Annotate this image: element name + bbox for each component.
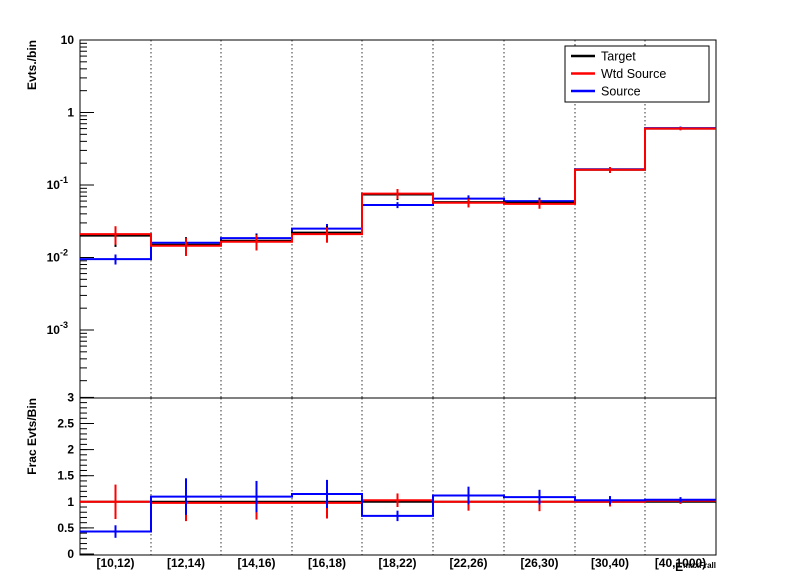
x-tick-label: [18,22) [378, 556, 416, 570]
x-tick-label: [40,1000) [655, 556, 706, 570]
legend-label: Target [601, 50, 636, 64]
legend-label: Source [601, 85, 641, 99]
y-tick-label: 1 [67, 106, 74, 120]
y-tick-label: 3 [67, 390, 74, 404]
y-tick-label: 2.5 [57, 417, 74, 431]
x-tick-label: [12,14) [167, 556, 205, 570]
legend-label: Wtd Source [601, 67, 666, 81]
y-tick-label: 1 [67, 495, 74, 509]
legend: Target Wtd Source Source [564, 45, 710, 103]
y-axis-title: Evts./bin [25, 40, 39, 90]
x-tick-label: [26,30) [520, 556, 558, 570]
y-tick-label: 2 [67, 443, 74, 457]
y-tick-label: 1.5 [57, 469, 74, 483]
x-tick-label: [14,16) [237, 556, 275, 570]
x-tick-label: [16,18) [308, 556, 346, 570]
source-ratio-step-line [80, 492, 716, 533]
x-tick-label: [10,12) [96, 556, 134, 570]
y-tick-label: 0.5 [57, 521, 74, 535]
ratio-plot-pad: 0 0.5 1 1.5 2 2.5 3 Frac Evts/Bin [10,12) [12,14)… [25, 390, 717, 572]
x-tick-label: [30,40) [591, 556, 629, 570]
y-tick-label: 0 [67, 547, 74, 561]
x-tick-label: [22,26) [449, 556, 487, 570]
x-axis-title: EmaxFrall [675, 560, 716, 572]
y-axis-title: Frac Evts/Bin [25, 398, 39, 475]
y-tick-label: 10 [61, 33, 75, 47]
ratio-plot-frame [79, 397, 717, 556]
